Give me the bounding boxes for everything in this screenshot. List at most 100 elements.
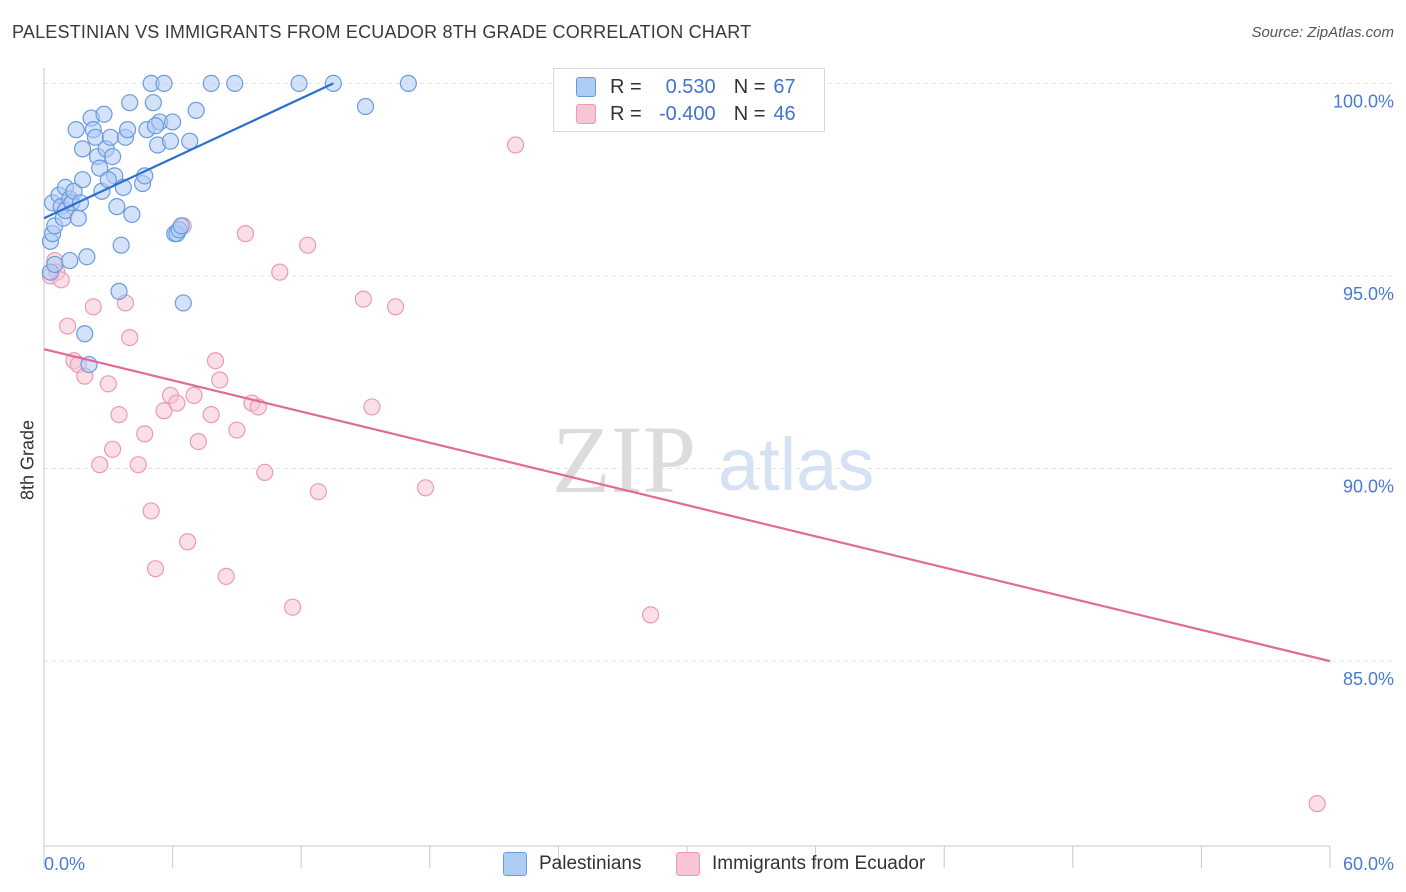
point-immigrants-from-ecuador xyxy=(202,406,220,424)
legend-swatch-palestinians xyxy=(503,852,527,876)
point-immigrants-from-ecuador xyxy=(416,479,435,497)
point-immigrants-from-ecuador xyxy=(256,463,274,482)
point-immigrants-from-ecuador xyxy=(168,394,186,412)
watermark-zip: ZIP xyxy=(552,406,696,513)
legend-item-immigrants-from-ecuador[interactable]: Immigrants from Ecuador xyxy=(676,852,925,876)
stats-row-palestinians: R = 0.530 N = 67 xyxy=(576,74,796,100)
point-immigrants-from-ecuador xyxy=(228,421,246,439)
x-tick-label-max: 60.0% xyxy=(1343,854,1394,874)
point-palestinians xyxy=(161,132,180,150)
point-immigrants-from-ecuador xyxy=(136,425,154,443)
trend-line-immigrants-from-ecuador xyxy=(43,348,1331,663)
point-palestinians xyxy=(110,282,128,300)
point-palestinians xyxy=(123,205,141,223)
point-immigrants-from-ecuador xyxy=(58,317,77,335)
grid-lines xyxy=(44,82,1394,662)
trend-line-palestinians xyxy=(43,82,334,220)
point-immigrants-from-ecuador xyxy=(1308,795,1326,813)
point-palestinians xyxy=(112,236,130,254)
point-palestinians xyxy=(172,217,190,235)
stats-n-value-palestinians: 67 xyxy=(773,75,796,98)
point-immigrants-from-ecuador xyxy=(121,329,139,347)
point-palestinians xyxy=(61,251,79,270)
point-palestinians xyxy=(146,117,165,135)
stats-r-label: R = xyxy=(610,102,642,125)
watermark-atlas: atlas xyxy=(718,423,874,506)
point-immigrants-from-ecuador xyxy=(354,290,372,308)
point-palestinians xyxy=(67,121,85,139)
point-palestinians xyxy=(101,128,120,146)
point-palestinians xyxy=(69,209,87,227)
point-palestinians xyxy=(118,121,137,139)
stats-r-value-palestinians: 0.530 xyxy=(665,75,716,98)
point-palestinians xyxy=(73,171,92,189)
y-tick-label: 95.0% xyxy=(1343,284,1394,304)
point-palestinians xyxy=(174,294,192,312)
point-immigrants-from-ecuador xyxy=(189,432,207,451)
legend-swatch-immigrants-from-ecuador xyxy=(676,852,700,876)
point-immigrants-from-ecuador xyxy=(641,606,660,624)
point-palestinians xyxy=(121,94,139,112)
point-palestinians xyxy=(155,74,173,93)
point-immigrants-from-ecuador xyxy=(217,567,235,585)
point-immigrants-from-ecuador xyxy=(110,406,128,424)
y-tick-label: 85.0% xyxy=(1343,669,1394,689)
legend-label-immigrants-from-ecuador: Immigrants from Ecuador xyxy=(712,853,926,874)
stats-row-immigrants-from-ecuador: R = -0.400 N = 46 xyxy=(576,101,796,127)
point-immigrants-from-ecuador xyxy=(99,375,117,393)
point-immigrants-from-ecuador xyxy=(84,298,102,316)
point-immigrants-from-ecuador xyxy=(211,371,229,389)
x-tick-label-min: 0.0% xyxy=(44,854,85,874)
point-palestinians xyxy=(91,159,109,177)
stats-r-label: R = xyxy=(610,75,642,98)
point-palestinians xyxy=(103,147,122,166)
point-palestinians xyxy=(202,74,220,93)
legend-label-palestinians: Palestinians xyxy=(539,853,642,874)
legend-item-palestinians[interactable]: Palestinians xyxy=(503,852,641,876)
point-palestinians xyxy=(290,74,308,93)
y-tick-label: 90.0% xyxy=(1343,477,1394,497)
point-immigrants-from-ecuador xyxy=(363,398,381,416)
point-immigrants-from-ecuador xyxy=(506,136,525,154)
point-immigrants-from-ecuador xyxy=(142,502,160,520)
point-palestinians xyxy=(164,113,182,131)
point-immigrants-from-ecuador xyxy=(284,598,302,616)
point-immigrants-from-ecuador xyxy=(236,225,255,243)
series-palestinians-points xyxy=(41,74,417,374)
stats-n-value-immigrants-from-ecuador: 46 xyxy=(773,102,796,125)
stats-r-value-immigrants-from-ecuador: -0.400 xyxy=(658,102,716,125)
source-label: Source: ZipAtlas.com xyxy=(1251,24,1394,41)
point-immigrants-from-ecuador xyxy=(271,263,289,281)
point-palestinians xyxy=(226,74,244,93)
point-palestinians xyxy=(108,198,126,216)
point-palestinians xyxy=(73,140,92,158)
y-axis-tick-labels: 85.0% 90.0% 95.0% 100.0% xyxy=(1333,91,1394,689)
legend: Palestinians Immigrants from Ecuador xyxy=(0,852,1406,878)
chart-title: PALESTINIAN VS IMMIGRANTS FROM ECUADOR 8… xyxy=(12,22,752,42)
point-immigrants-from-ecuador xyxy=(155,402,173,420)
stats-box: R = 0.530 N = 67 R = -0.400 N = 46 xyxy=(553,68,825,132)
point-palestinians xyxy=(76,325,94,343)
point-immigrants-from-ecuador xyxy=(386,298,405,316)
point-palestinians xyxy=(46,255,64,274)
point-immigrants-from-ecuador xyxy=(206,352,225,370)
point-palestinians xyxy=(144,94,162,112)
point-immigrants-from-ecuador xyxy=(103,440,122,458)
point-immigrants-from-ecuador xyxy=(91,456,109,474)
point-immigrants-from-ecuador xyxy=(179,533,197,551)
point-palestinians xyxy=(78,248,96,266)
stats-n-label: N = xyxy=(733,75,766,98)
y-tick-label: 100.0% xyxy=(1333,91,1394,111)
point-immigrants-from-ecuador xyxy=(299,236,317,254)
point-palestinians xyxy=(399,74,417,93)
point-palestinians xyxy=(187,101,205,119)
point-palestinians xyxy=(95,105,113,123)
point-immigrants-from-ecuador xyxy=(146,560,165,578)
stats-n-label: N = xyxy=(733,102,766,125)
point-immigrants-from-ecuador xyxy=(185,386,203,404)
point-immigrants-from-ecuador xyxy=(309,483,327,501)
point-immigrants-from-ecuador xyxy=(129,456,147,474)
stats-swatch-palestinians xyxy=(576,77,596,97)
stats-swatch-immigrants-from-ecuador xyxy=(576,104,596,124)
